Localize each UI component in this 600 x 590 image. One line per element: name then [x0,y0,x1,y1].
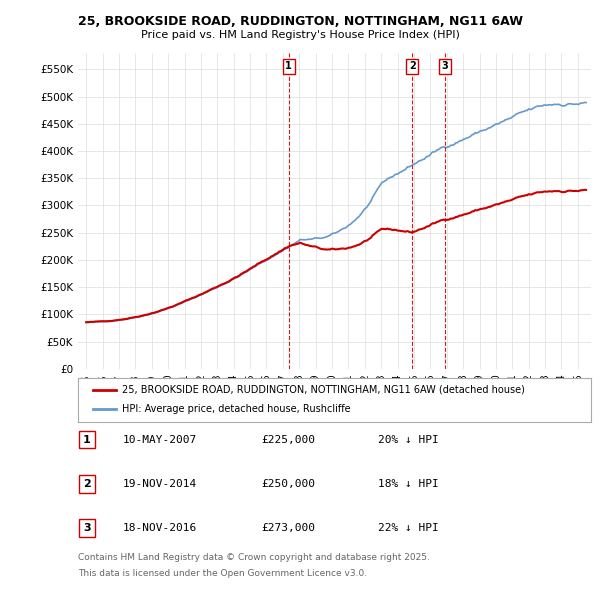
Text: This data is licensed under the Open Government Licence v3.0.: This data is licensed under the Open Gov… [78,569,367,578]
Text: 1: 1 [83,435,91,444]
Text: 2: 2 [409,61,416,71]
Text: 19-NOV-2014: 19-NOV-2014 [123,479,197,489]
Text: 18-NOV-2016: 18-NOV-2016 [123,523,197,533]
Text: 3: 3 [442,61,448,71]
Text: 2: 2 [83,479,91,489]
Text: 10-MAY-2007: 10-MAY-2007 [123,435,197,444]
Text: 22% ↓ HPI: 22% ↓ HPI [378,523,439,533]
Text: 3: 3 [83,523,91,533]
Text: 25, BROOKSIDE ROAD, RUDDINGTON, NOTTINGHAM, NG11 6AW: 25, BROOKSIDE ROAD, RUDDINGTON, NOTTINGH… [77,15,523,28]
Text: HPI: Average price, detached house, Rushcliffe: HPI: Average price, detached house, Rush… [122,405,350,414]
Text: £273,000: £273,000 [261,523,315,533]
Text: Price paid vs. HM Land Registry's House Price Index (HPI): Price paid vs. HM Land Registry's House … [140,30,460,40]
Text: £225,000: £225,000 [261,435,315,444]
Text: 1: 1 [286,61,292,71]
Text: 20% ↓ HPI: 20% ↓ HPI [378,435,439,444]
Text: 25, BROOKSIDE ROAD, RUDDINGTON, NOTTINGHAM, NG11 6AW (detached house): 25, BROOKSIDE ROAD, RUDDINGTON, NOTTINGH… [122,385,524,395]
Text: £250,000: £250,000 [261,479,315,489]
Text: Contains HM Land Registry data © Crown copyright and database right 2025.: Contains HM Land Registry data © Crown c… [78,553,430,562]
Text: 18% ↓ HPI: 18% ↓ HPI [378,479,439,489]
